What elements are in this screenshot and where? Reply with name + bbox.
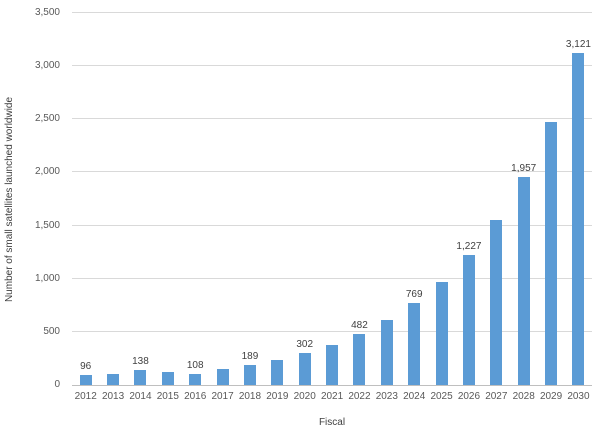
bar-slot-2019 <box>264 13 291 385</box>
bar-value-label-2014: 138 <box>132 356 149 368</box>
x-axis-tick-labels: 2012 2013 2014 2015 2016 2017 2018 2019 2020 2021… <box>72 391 592 403</box>
bar-2016 <box>189 373 202 385</box>
bar-slot-2025 <box>428 13 455 385</box>
x-tick-label-2026: 2026 <box>457 391 481 402</box>
bar-2021 <box>326 344 339 385</box>
gridline <box>72 118 592 120</box>
y-tick-label: 2,500 <box>34 113 60 125</box>
bar-slot-2012: 96 <box>72 13 99 385</box>
x-tick-label-2029: 2029 <box>539 391 563 402</box>
bar-2027 <box>490 220 503 385</box>
x-tick-label-2019: 2019 <box>266 391 289 402</box>
x-tick-label-2022: 2022 <box>348 391 371 402</box>
x-tick-label-2021: 2021 <box>320 391 344 402</box>
x-tick-label-2030: 2030 <box>567 391 590 402</box>
x-tick-label-2017: 2017 <box>211 391 234 402</box>
bar-2013 <box>107 373 120 385</box>
bar-value-label-2024: 769 <box>405 289 423 301</box>
bar-slot-2014: 138 <box>127 13 154 385</box>
bar-slot-2017 <box>209 13 236 385</box>
plot-area: 96 138 108 189 302 482 769 1,227 1,957 3,121 <box>72 12 592 386</box>
bar-slot-2021 <box>318 13 345 385</box>
bar-slot-2027 <box>483 13 510 385</box>
x-axis-title: Fiscal <box>318 417 346 428</box>
bar-2020 <box>298 352 311 385</box>
bar-slot-2022: 482 <box>346 13 373 385</box>
bar-2028 <box>517 177 530 385</box>
bar-value-label-2018: 189 <box>241 350 259 362</box>
bar-value-label-2012: 96 <box>80 360 92 372</box>
bar-slot-2024: 769 <box>401 13 428 385</box>
gridline <box>72 171 592 173</box>
y-axis-tick-labels: 0 500 1,000 1,500 2,000 2,500 3,000 3,500 <box>0 8 62 390</box>
x-tick-label-2027: 2027 <box>485 391 508 402</box>
bar-2023 <box>380 320 393 385</box>
bar-value-label-2026: 1,227 <box>456 240 482 252</box>
x-tick-label-2012: 2012 <box>74 391 97 402</box>
bar-2014 <box>134 370 147 385</box>
x-tick-label-2025: 2025 <box>430 391 453 402</box>
bar-value-label-2022: 482 <box>351 319 368 331</box>
bar-slot-2013 <box>99 13 126 385</box>
bar-2015 <box>161 372 174 385</box>
bar-2026 <box>462 254 475 385</box>
y-tick-label: 1,500 <box>34 219 60 231</box>
bar-2022 <box>353 333 366 385</box>
bar-slot-2028: 1,957 <box>510 13 537 385</box>
bar-2029 <box>545 122 558 385</box>
gridline <box>72 12 592 13</box>
gridline <box>72 330 592 332</box>
x-tick-label-2013: 2013 <box>101 391 125 402</box>
bar-value-label-2020: 302 <box>296 338 314 350</box>
bar-slot-2029 <box>537 13 564 385</box>
bar-slot-2015 <box>154 13 181 385</box>
y-tick-label: 2,000 <box>34 166 60 178</box>
x-tick-label-2015: 2015 <box>156 391 179 402</box>
y-tick-label: 3,000 <box>34 60 60 72</box>
bar-value-label-2028: 1,957 <box>511 163 537 174</box>
bar-slot-2023 <box>373 13 400 385</box>
x-tick-label-2020: 2020 <box>293 391 316 402</box>
gridline <box>72 224 592 226</box>
bar-2017 <box>216 369 229 385</box>
bar-slot-2020: 302 <box>291 13 318 385</box>
bar-2012 <box>79 374 92 385</box>
x-tick-label-2014: 2014 <box>129 391 152 402</box>
bar-slot-2018: 189 <box>236 13 263 385</box>
bar-slot-2016: 108 <box>182 13 209 385</box>
bar-slot-2030: 3,121 <box>565 13 592 385</box>
bar-2019 <box>271 359 284 385</box>
y-tick-label: 500 <box>43 325 60 337</box>
x-tick-label-2018: 2018 <box>238 391 262 402</box>
x-tick-label-2016: 2016 <box>184 391 207 402</box>
y-tick-label: 0 <box>54 379 60 390</box>
y-tick-label: 3,500 <box>34 7 60 18</box>
x-tick-label-2028: 2028 <box>512 391 535 402</box>
bar-slot-2026: 1,227 <box>455 13 482 385</box>
y-tick-label: 1,000 <box>34 272 60 284</box>
gridline <box>72 277 592 279</box>
x-tick-label-2023: 2023 <box>375 391 398 402</box>
bar-series: 96 138 108 189 302 482 769 1,227 1,957 3,121 <box>72 13 592 385</box>
gridline <box>72 65 592 67</box>
x-tick-label-2024: 2024 <box>403 391 426 402</box>
bar-2025 <box>435 282 448 385</box>
bar-2030 <box>572 53 585 385</box>
bar-value-label-2030: 3,121 <box>565 39 591 51</box>
bar-value-label-2016: 108 <box>186 359 204 371</box>
bar-2018 <box>243 364 256 385</box>
bar-2024 <box>408 303 421 385</box>
